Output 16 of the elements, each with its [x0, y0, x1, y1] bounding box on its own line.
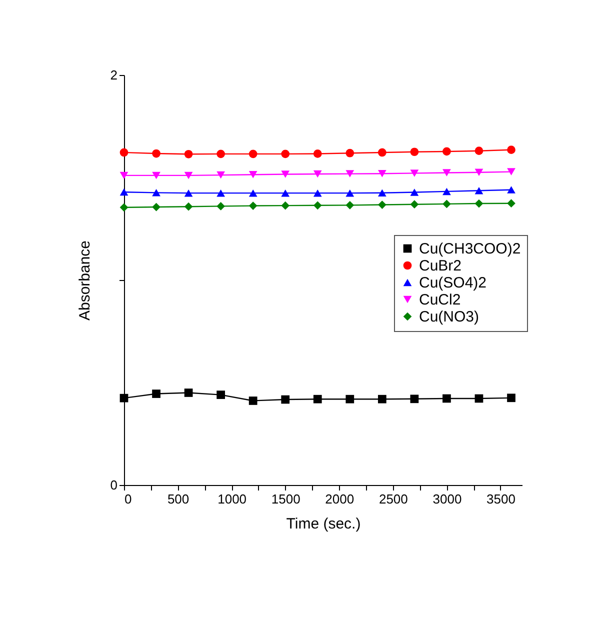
legend-label: Cu(NO3) — [419, 308, 480, 326]
x-tick-label: 1000 — [218, 492, 247, 506]
legend-label: Cu(CH3COO)2 — [419, 240, 521, 258]
x-tick-label: 3500 — [486, 492, 516, 506]
y-tick-label: 2 — [110, 68, 118, 82]
legend-label: CuCl2 — [419, 292, 461, 308]
legend-label: Cu(SO4)2 — [419, 274, 487, 292]
x-axis-title: Time (sec.) — [286, 516, 361, 532]
x-tick-label: 3000 — [432, 492, 462, 506]
x-tick-label: 2500 — [378, 492, 408, 506]
x-tick-label: 2000 — [325, 492, 354, 506]
y-axis-title: Absorbance — [76, 240, 94, 321]
legend-label: CuBr2 — [419, 258, 462, 274]
x-tick-label: 1500 — [271, 492, 300, 506]
x-tick-label: 0 — [124, 492, 132, 506]
x-tick-label: 500 — [167, 492, 190, 506]
